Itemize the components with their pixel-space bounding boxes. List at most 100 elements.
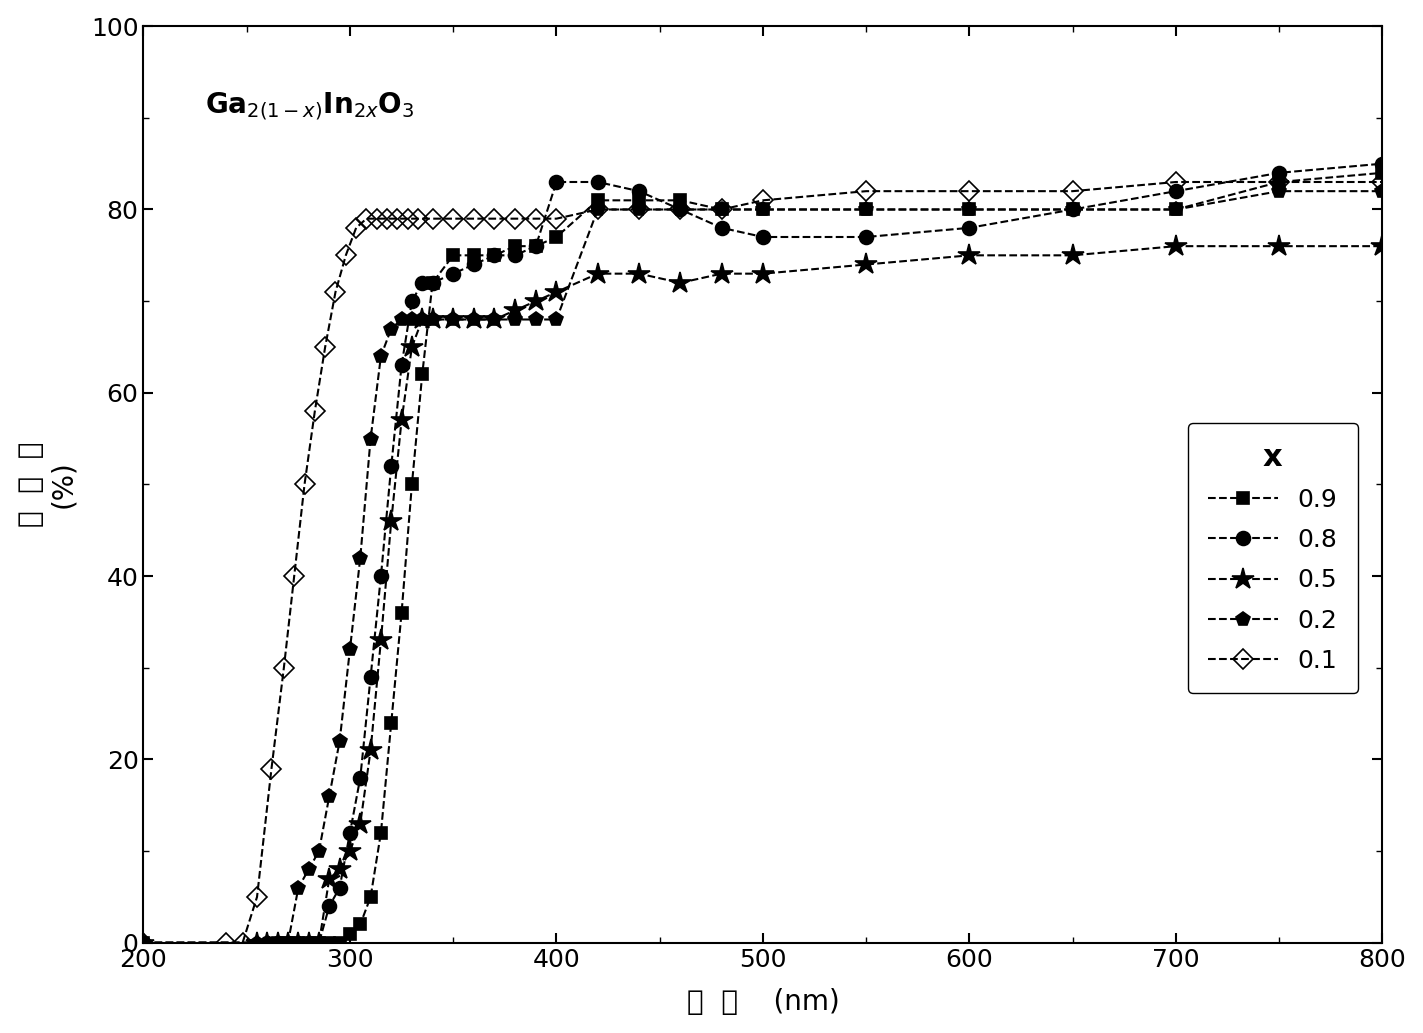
0.8 [320,900,337,912]
0.8 [300,937,317,949]
0.1 [233,937,250,949]
0.9 [135,937,152,949]
0.5 [332,864,349,876]
0.1 [337,249,354,261]
0.9 [961,204,978,216]
0.5 [630,268,647,280]
0.9 [373,826,390,839]
0.2 [310,845,327,857]
0.9 [444,249,461,261]
0.8 [507,249,524,261]
0.1 [296,478,313,491]
0.9 [332,937,349,949]
0.5 [310,937,327,949]
0.2 [487,313,504,325]
0.1 [347,222,364,234]
0.5 [393,414,410,427]
0.9 [351,918,369,931]
0.9 [630,194,647,207]
0.2 [444,313,461,325]
0.9 [713,204,730,216]
0.5 [672,277,689,289]
0.1 [249,890,266,903]
0.1 [444,213,461,225]
0.9 [858,204,875,216]
0.1 [317,341,334,353]
0.9 [1064,204,1081,216]
0.5 [487,313,504,325]
Line: 0.1: 0.1 [137,175,1389,949]
0.5 [249,937,266,949]
0.2 [414,313,431,325]
0.1 [388,213,406,225]
0.9 [269,937,286,949]
0.8 [465,258,482,271]
0.9 [1375,166,1392,179]
0.2 [465,313,482,325]
0.9 [300,937,317,949]
0.9 [414,369,431,381]
0.2 [548,313,565,325]
0.5 [383,515,400,528]
0.5 [279,937,296,949]
0.2 [403,313,420,325]
0.1 [1375,176,1392,188]
0.8 [961,222,978,234]
0.8 [487,249,504,261]
0.8 [1271,166,1288,179]
0.8 [383,460,400,472]
0.9 [320,937,337,949]
0.1 [548,213,565,225]
0.1 [754,194,771,207]
0.9 [310,937,327,949]
0.5 [373,634,390,647]
0.8 [361,670,379,683]
0.2 [373,350,390,363]
0.8 [259,937,276,949]
0.1 [135,937,152,949]
0.1 [465,213,482,225]
0.5 [1167,240,1184,252]
0.5 [269,937,286,949]
0.9 [528,240,545,252]
X-axis label: 波  长    (nm): 波 长 (nm) [686,989,840,1016]
0.8 [310,937,327,949]
0.8 [135,937,152,949]
0.5 [961,249,978,261]
0.5 [548,286,565,299]
0.8 [351,772,369,784]
Line: 0.8: 0.8 [137,157,1389,949]
0.2 [672,204,689,216]
0.5 [1064,249,1081,261]
0.2 [300,864,317,876]
0.5 [300,937,317,949]
0.9 [383,717,400,729]
0.9 [487,249,504,261]
0.2 [269,937,286,949]
Line: 0.9: 0.9 [137,166,1389,949]
0.5 [858,258,875,271]
0.1 [1167,176,1184,188]
0.1 [286,570,303,583]
0.2 [279,937,296,949]
0.2 [259,937,276,949]
0.8 [1167,185,1184,197]
0.8 [279,937,296,949]
0.5 [1375,240,1392,252]
Line: 0.2: 0.2 [137,184,1389,949]
0.2 [713,204,730,216]
0.1 [327,286,344,299]
0.1 [528,213,545,225]
0.1 [961,185,978,197]
0.8 [342,826,359,839]
0.1 [424,213,441,225]
0.5 [444,313,461,325]
0.5 [589,268,606,280]
0.8 [528,240,545,252]
0.5 [320,873,337,885]
0.1 [379,213,396,225]
0.1 [858,185,875,197]
0.5 [424,313,441,325]
0.5 [351,817,369,829]
0.8 [672,204,689,216]
